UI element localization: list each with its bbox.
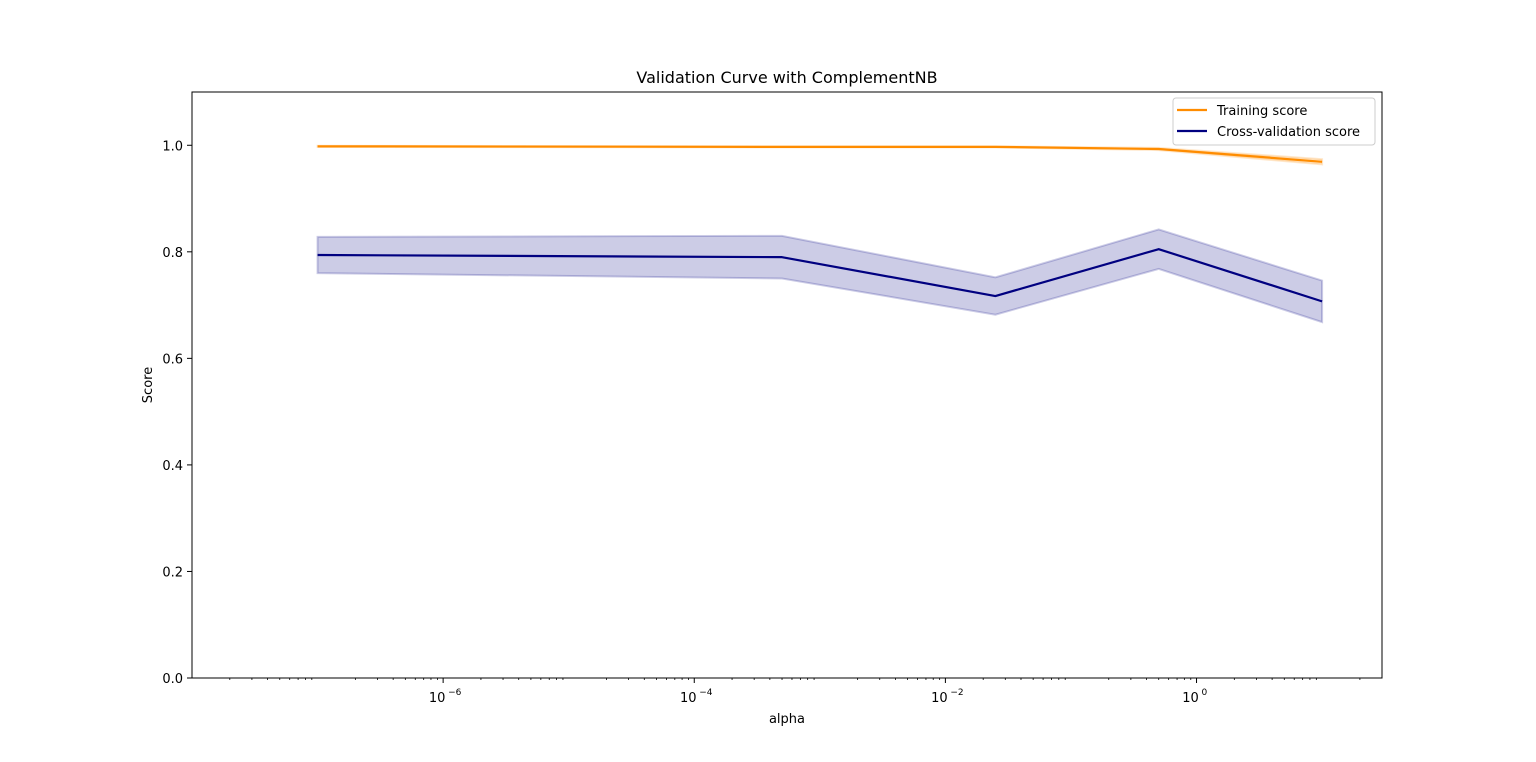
y-tick-label: 0.2 bbox=[162, 565, 183, 580]
x-tick-exponent: 0 bbox=[1202, 688, 1208, 698]
legend: Training score Cross-validation score bbox=[1172, 97, 1376, 146]
legend-label: Training score bbox=[1216, 104, 1307, 119]
x-tick-exponent: −4 bbox=[699, 688, 713, 698]
x-tick-exponent: −6 bbox=[448, 688, 462, 698]
score-bands bbox=[316, 144, 1324, 324]
x-tick-base: 10 bbox=[931, 691, 948, 706]
y-tick-label: 1.0 bbox=[162, 139, 183, 154]
y-axis-label: Score bbox=[141, 367, 156, 403]
y-tick-label: 0.8 bbox=[162, 246, 183, 261]
y-tick-label: 0.6 bbox=[162, 352, 183, 367]
x-tick-base: 10 bbox=[1182, 691, 1199, 706]
x-tick-label: 10 0 bbox=[1182, 688, 1207, 706]
legend-box bbox=[1172, 97, 1376, 146]
training-score-line bbox=[317, 145, 1323, 163]
cross-validation-score-band bbox=[316, 228, 1324, 324]
legend-label: Cross-validation score bbox=[1217, 125, 1360, 140]
x-tick-base: 10 bbox=[680, 691, 697, 706]
x-tick-label: 10 −2 bbox=[931, 688, 964, 706]
cross-validation-score-line bbox=[317, 248, 1323, 303]
training-score-band bbox=[316, 144, 1324, 166]
x-axis-label: alpha bbox=[769, 712, 805, 727]
x-axis-ticks: 10 −6 10 −4 10 −2 10 0 bbox=[229, 678, 1361, 706]
x-tick-label: 10 −4 bbox=[680, 688, 713, 706]
chart-title: Validation Curve with ComplementNB bbox=[636, 68, 937, 87]
score-lines bbox=[317, 145, 1323, 303]
plot-frame bbox=[191, 91, 1383, 679]
x-tick-exponent: −2 bbox=[950, 688, 963, 698]
y-tick-label: 0.0 bbox=[162, 672, 183, 687]
y-axis-ticks: 0.0 0.2 0.4 0.6 0.8 1.0 bbox=[162, 139, 192, 687]
x-tick-base: 10 bbox=[429, 691, 446, 706]
y-tick-label: 0.4 bbox=[162, 459, 183, 474]
x-tick-label: 10 −6 bbox=[429, 688, 462, 706]
